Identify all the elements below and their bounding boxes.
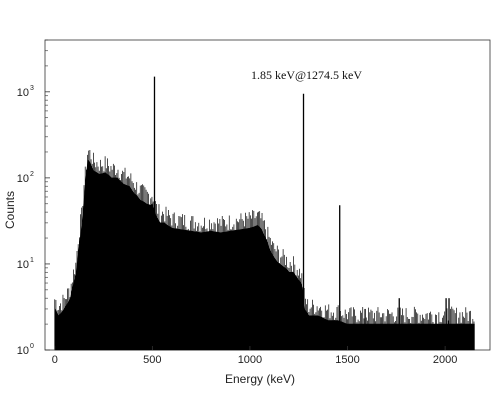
x-axis-ticks: 0 500 1000 1500 2000 <box>52 346 457 366</box>
y-tick-label: 10 <box>17 345 29 357</box>
x-tick-label: 500 <box>143 354 161 366</box>
y-tick-exponent: 3 <box>30 85 34 92</box>
y-tick-label: 10 <box>17 259 29 271</box>
x-tick-label: 0 <box>52 354 58 366</box>
x-tick-label: 2000 <box>433 354 457 366</box>
x-tick-label: 1000 <box>238 354 262 366</box>
y-axis-title: Counts <box>3 191 17 229</box>
y-tick-label: 10 <box>17 87 29 99</box>
x-axis-title: Energy (keV) <box>225 372 295 386</box>
y-tick-exponent: 2 <box>30 171 34 178</box>
peak-annotation: 1.85 keV@1274.5 keV <box>251 68 362 82</box>
y-tick-label: 10 <box>17 173 29 185</box>
y-tick-exponent: 0 <box>30 343 34 350</box>
spectrum-data <box>54 76 475 351</box>
x-tick-label: 1500 <box>335 354 359 366</box>
y-tick-exponent: 1 <box>30 257 34 264</box>
